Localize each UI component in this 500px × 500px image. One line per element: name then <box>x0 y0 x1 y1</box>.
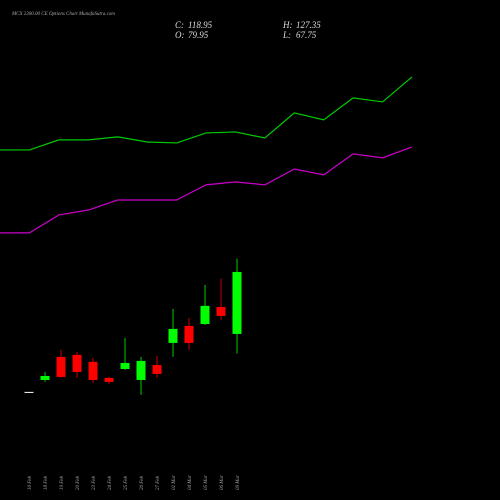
header-label: H: <box>282 20 293 30</box>
x-tick-label: 02 Mar <box>172 475 177 490</box>
chart-title: MCX 2300.00 CE Options Chart MunafaSutra… <box>11 12 115 17</box>
line-series <box>0 76 413 151</box>
candle-body <box>216 306 226 316</box>
x-tick-label: 18 Feb <box>44 475 49 490</box>
x-tick-label: 16 Feb <box>28 475 33 490</box>
line-series <box>0 146 413 234</box>
candle-body <box>88 361 98 380</box>
candle-body <box>136 360 146 380</box>
x-tick-label: 24 Feb <box>108 475 113 490</box>
x-tick-label: 27 Feb <box>156 475 161 490</box>
candle-body <box>24 391 34 393</box>
candle-body <box>168 328 178 343</box>
x-tick-label: 04 Mar <box>188 475 193 490</box>
header-value: 79.95 <box>188 30 209 40</box>
candle-body <box>184 325 194 343</box>
x-tick-label: 20 Feb <box>76 475 81 490</box>
x-tick-label: 06 Mar <box>220 475 225 490</box>
candle-body <box>152 365 162 374</box>
candle-body <box>56 356 66 377</box>
candle-body <box>40 375 50 380</box>
x-tick-label: 19 Feb <box>60 475 65 490</box>
header-label: C: <box>175 20 184 30</box>
header-label: O: <box>175 30 185 40</box>
candle-body <box>200 305 210 325</box>
x-tick-label: 23 Feb <box>92 475 97 490</box>
header-label: L: <box>282 30 291 40</box>
candle-body <box>232 271 242 334</box>
candle-body <box>120 362 130 369</box>
header-value: 118.95 <box>188 20 213 30</box>
x-tick-label: 25 Feb <box>124 475 129 490</box>
header-value: 127.35 <box>296 20 321 30</box>
x-tick-label: 26 Feb <box>140 475 145 490</box>
x-tick-label: 05 Mar <box>204 475 209 490</box>
candle-body <box>104 377 114 382</box>
x-tick-label: 09 Mar <box>236 475 241 490</box>
header-value: 67.75 <box>296 30 317 40</box>
candle-body <box>72 354 82 372</box>
